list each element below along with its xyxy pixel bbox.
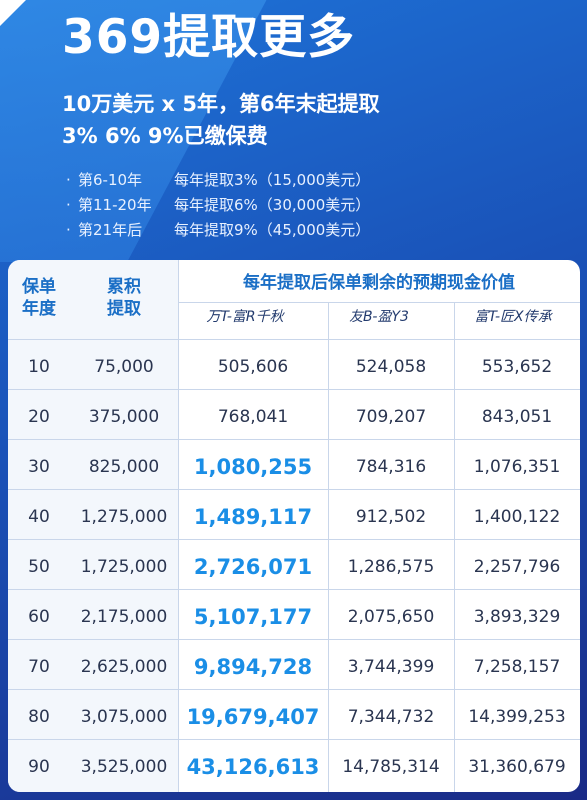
- column-divider: [178, 260, 179, 792]
- page-title: 369提取更多: [62, 10, 356, 65]
- cell-policy-year: 60: [28, 607, 50, 627]
- cell-product-a: 5,107,177: [193, 605, 313, 629]
- left-column-background: [8, 260, 178, 792]
- header-product-a: 万T-富R千秋: [206, 309, 284, 325]
- cell-product-b: 7,344,732: [347, 707, 435, 727]
- cell-product-c: 14,399,253: [468, 707, 566, 727]
- cell-product-b: 784,316: [355, 457, 427, 477]
- header-cumulative-line: 累积: [107, 277, 141, 297]
- schedule-item: · 第6-10年 每年提取3%（15,000美元）: [66, 168, 370, 193]
- cell-product-a: 505,606: [217, 357, 289, 377]
- header-product-c: 富T-匠X传承: [474, 309, 552, 325]
- corner-triangle-icon: [0, 0, 26, 26]
- bullet-dot-icon: ·: [66, 196, 71, 214]
- cell-product-a: 768,041: [217, 407, 289, 427]
- header-policy-year-line: 保单: [22, 277, 56, 297]
- cell-product-c: 553,652: [481, 357, 553, 377]
- cell-product-b: 524,058: [355, 357, 427, 377]
- cell-cumulative: 3,075,000: [80, 707, 168, 727]
- row-divider: [8, 639, 580, 640]
- schedule-item: · 第21年后 每年提取9%（45,000美元）: [66, 218, 370, 243]
- cell-product-a: 1,080,255: [193, 455, 313, 479]
- header-product-b: 友B-盈Y3: [349, 309, 409, 325]
- cell-product-c: 1,400,122: [473, 507, 561, 527]
- cell-product-c: 3,893,329: [473, 607, 561, 627]
- cell-cumulative: 3,525,000: [80, 757, 168, 777]
- cell-product-b: 14,785,314: [342, 757, 440, 777]
- cell-product-c: 843,051: [481, 407, 553, 427]
- cell-product-c: 1,076,351: [473, 457, 561, 477]
- cell-product-c: 2,257,796: [473, 557, 561, 577]
- cell-product-a: 2,726,071: [193, 555, 313, 579]
- cell-product-b: 2,075,650: [347, 607, 435, 627]
- bullet-dot-icon: ·: [66, 171, 71, 189]
- cell-cumulative: 1,275,000: [80, 507, 168, 527]
- cell-policy-year: 10: [28, 357, 50, 377]
- row-divider: [8, 389, 580, 390]
- schedule-period: 第11-20年: [78, 196, 152, 214]
- cell-policy-year: 20: [28, 407, 50, 427]
- cell-cumulative: 1,725,000: [80, 557, 168, 577]
- row-divider: [8, 589, 580, 590]
- schedule-description: 每年提取6%（30,000美元）: [174, 196, 371, 214]
- cell-product-b: 912,502: [355, 507, 427, 527]
- cell-cumulative: 2,175,000: [80, 607, 168, 627]
- cell-product-b: 1,286,575: [347, 557, 435, 577]
- cell-policy-year: 30: [28, 457, 50, 477]
- header-group: 每年提取后保单剩余的预期现金价值 万T-富R千秋 友B-盈Y3 富T-匠X传承: [178, 260, 580, 336]
- cell-product-a: 43,126,613: [186, 755, 320, 779]
- cell-cumulative: 2,625,000: [80, 657, 168, 677]
- schedule-period: 第21年后: [78, 221, 143, 239]
- column-divider: [454, 302, 455, 792]
- cash-value-table: 保单 年度 累积 提取 每年提取后保单剩余的预期现金价值 万T-富R千秋 友B-盈Y…: [8, 260, 580, 792]
- subtitle-line-1: 10万美元 x 5年，第6年末起提取: [62, 92, 380, 116]
- column-divider: [328, 302, 329, 792]
- subtitle-line-2: 3% 6% 9%已缴保费: [62, 124, 268, 148]
- hero-banner: 369提取更多 10万美元 x 5年，第6年末起提取 3% 6% 9%已缴保费 …: [0, 0, 587, 262]
- row-divider: [8, 539, 580, 540]
- cell-product-a: 9,894,728: [193, 655, 313, 679]
- withdrawal-schedule-list: · 第6-10年 每年提取3%（15,000美元） · 第11-20年 每年提取6%（30…: [66, 168, 370, 243]
- header-policy-year-line: 年度: [22, 299, 56, 319]
- header-policy-year: 保单 年度: [8, 260, 70, 336]
- schedule-description: 每年提取3%（15,000美元）: [174, 171, 371, 189]
- cell-cumulative: 75,000: [94, 357, 154, 377]
- row-divider: [8, 439, 580, 440]
- cell-product-b: 3,744,399: [347, 657, 435, 677]
- row-divider: [8, 489, 580, 490]
- row-divider: [8, 689, 580, 690]
- cell-product-b: 709,207: [355, 407, 427, 427]
- cell-product-a: 19,679,407: [186, 705, 320, 729]
- row-divider: [8, 739, 580, 740]
- header-divider: [178, 302, 580, 303]
- cell-cumulative: 375,000: [88, 407, 160, 427]
- cell-product-c: 7,258,157: [473, 657, 561, 677]
- header-cumulative-line: 提取: [107, 299, 141, 319]
- header-cumulative-withdrawal: 累积 提取: [70, 260, 178, 336]
- bullet-dot-icon: ·: [66, 221, 71, 239]
- schedule-item: · 第11-20年 每年提取6%（30,000美元）: [66, 193, 370, 218]
- row-divider: [8, 339, 580, 340]
- header-expected-cash-value: 每年提取后保单剩余的预期现金价值: [243, 273, 515, 293]
- schedule-period: 第6-10年: [78, 171, 143, 189]
- schedule-description: 每年提取9%（45,000美元）: [174, 221, 371, 239]
- cell-policy-year: 80: [28, 707, 50, 727]
- cell-policy-year: 90: [28, 757, 50, 777]
- cell-policy-year: 50: [28, 557, 50, 577]
- cell-product-a: 1,489,117: [193, 505, 313, 529]
- cell-cumulative: 825,000: [88, 457, 160, 477]
- cell-policy-year: 70: [28, 657, 50, 677]
- cell-policy-year: 40: [28, 507, 50, 527]
- cell-product-c: 31,360,679: [468, 757, 566, 777]
